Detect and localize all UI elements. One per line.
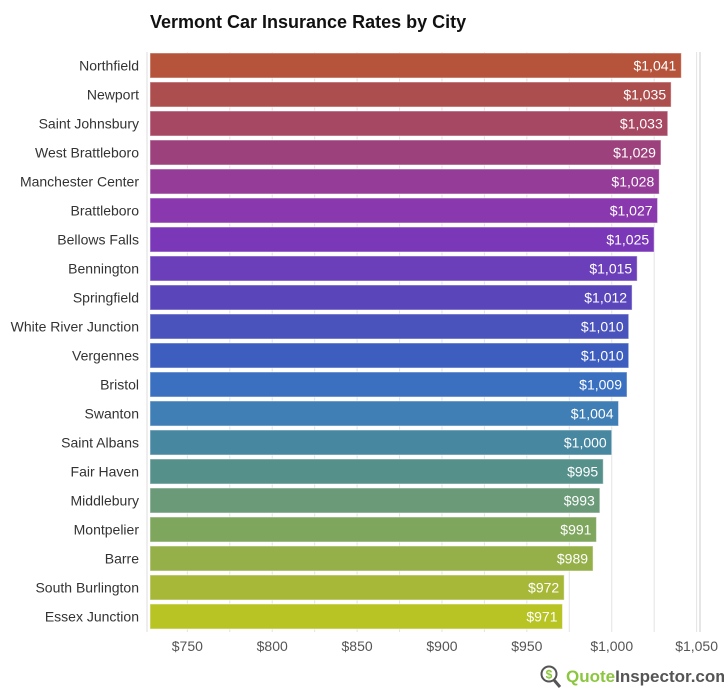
data-label: $1,033 xyxy=(620,116,663,132)
logo-text-quote: Quote xyxy=(566,667,616,686)
data-label: $993 xyxy=(564,493,595,509)
data-label: $1,029 xyxy=(613,145,656,161)
bar xyxy=(149,458,604,485)
data-label: $1,025 xyxy=(606,232,649,248)
data-label: $1,027 xyxy=(610,203,653,219)
category-label: Brattleboro xyxy=(71,203,140,219)
data-label: $991 xyxy=(560,522,591,538)
category-label: Manchester Center xyxy=(20,174,139,190)
bar xyxy=(149,603,563,630)
dollar-magnifier-icon: $ xyxy=(540,665,562,688)
bar xyxy=(149,342,630,369)
category-label: Montpelier xyxy=(74,522,140,538)
bar xyxy=(149,429,613,456)
category-label: Vergennes xyxy=(72,348,139,364)
bar xyxy=(149,197,659,224)
x-tick-label: $800 xyxy=(257,638,288,654)
chart-title: Vermont Car Insurance Rates by City xyxy=(150,12,467,32)
bar xyxy=(149,371,628,398)
category-label: West Brattleboro xyxy=(35,145,139,161)
x-tick-label: $1,050 xyxy=(675,638,718,654)
x-tick-label: $750 xyxy=(172,638,203,654)
data-label: $989 xyxy=(557,551,588,567)
data-label: $1,012 xyxy=(584,290,627,306)
category-label: Bristol xyxy=(100,377,139,393)
data-label: $1,028 xyxy=(611,174,654,190)
bar xyxy=(149,226,655,253)
bar xyxy=(149,487,601,514)
bar xyxy=(149,516,597,543)
category-label: Saint Johnsbury xyxy=(39,116,139,132)
data-label: $1,009 xyxy=(579,377,622,393)
category-label: Swanton xyxy=(85,406,139,422)
data-label: $971 xyxy=(526,609,557,625)
logo-text-inspector: Inspector.com xyxy=(615,667,724,686)
bar xyxy=(149,168,660,195)
category-label: Bellows Falls xyxy=(57,232,139,248)
data-label: $1,010 xyxy=(581,319,624,335)
svg-text:$: $ xyxy=(546,668,553,682)
x-tick-label: $1,000 xyxy=(590,638,633,654)
bar xyxy=(149,284,633,311)
bar xyxy=(149,574,565,601)
category-label: Fair Haven xyxy=(71,464,139,480)
bar xyxy=(149,545,594,572)
x-tick-label: $900 xyxy=(426,638,457,654)
data-label: $1,010 xyxy=(581,348,624,364)
data-label: $1,041 xyxy=(633,58,676,74)
category-label: Bennington xyxy=(68,261,139,277)
data-label: $995 xyxy=(567,464,598,480)
category-label: Essex Junction xyxy=(45,609,139,625)
bar xyxy=(149,139,662,166)
category-label: Barre xyxy=(105,551,139,567)
data-label: $972 xyxy=(528,580,559,596)
bar xyxy=(149,313,630,340)
bar xyxy=(149,81,672,108)
data-label: $1,000 xyxy=(564,435,607,451)
category-label: White River Junction xyxy=(11,319,139,335)
x-tick-label: $950 xyxy=(511,638,542,654)
category-label: Newport xyxy=(87,87,139,103)
data-label: $1,004 xyxy=(571,406,614,422)
x-tick-label: $850 xyxy=(342,638,373,654)
bar xyxy=(149,110,669,137)
category-label: South Burlington xyxy=(35,580,139,596)
category-label: Middlebury xyxy=(71,493,139,509)
bar xyxy=(149,52,682,79)
category-label: Northfield xyxy=(79,58,139,74)
bar xyxy=(149,255,638,282)
data-label: $1,015 xyxy=(589,261,632,277)
data-label: $1,035 xyxy=(623,87,666,103)
bar xyxy=(149,400,620,427)
category-label: Springfield xyxy=(73,290,139,306)
quoteinspector-logo: $ QuoteInspector.com xyxy=(540,665,724,689)
category-label: Saint Albans xyxy=(61,435,139,451)
